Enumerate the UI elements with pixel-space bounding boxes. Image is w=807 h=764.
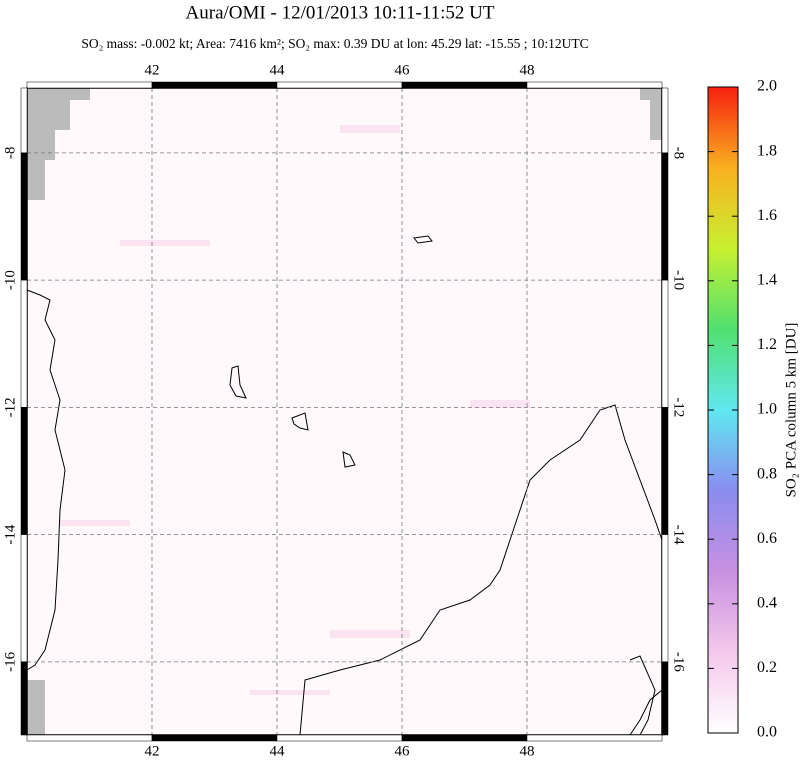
frame-bar <box>151 81 278 89</box>
frame-bar <box>20 152 28 281</box>
island <box>291 412 309 431</box>
y-tick-label: -14 <box>671 525 687 545</box>
frame-bar <box>526 81 663 89</box>
frame-bar <box>401 81 528 89</box>
colorbar-tick-label: 0.4 <box>757 594 777 611</box>
y-tick-label: -8 <box>2 147 18 160</box>
x-tick-label: 46 <box>395 743 411 759</box>
frame-bar <box>661 407 669 535</box>
y-tick-label: -10 <box>671 270 687 290</box>
frame-bar <box>661 87 669 154</box>
y-tick-label: -8 <box>671 147 687 160</box>
frame-bar <box>661 661 669 736</box>
island <box>629 655 656 736</box>
frame-bar <box>661 534 669 663</box>
x-tick-label: 46 <box>395 62 411 78</box>
colorbar-tick-label: 0.0 <box>757 724 777 741</box>
y-tick-label: -16 <box>2 651 18 671</box>
colorbar-tick-label: 1.0 <box>757 401 777 418</box>
grid <box>27 88 662 735</box>
y-tick-label: -16 <box>671 652 687 672</box>
map-background <box>27 88 662 735</box>
x-tick-label: 42 <box>145 743 160 759</box>
chart-title: Aura/OMI - 12/01/2013 10:11-11:52 UT <box>186 2 495 23</box>
colorbar-tick-label: 0.2 <box>757 659 777 676</box>
x-tick-label: 48 <box>520 743 535 759</box>
x-tick-label: 44 <box>270 743 286 759</box>
frame-bar <box>26 734 153 742</box>
colorbar-tick-label: 1.4 <box>757 271 777 288</box>
coastline <box>299 404 663 736</box>
frame-bar <box>20 534 28 663</box>
map-area <box>26 88 663 736</box>
frame-bar <box>20 407 28 535</box>
island <box>229 365 247 399</box>
x-tick-label: 42 <box>145 62 160 78</box>
colorbar-tick-label: 2.0 <box>757 78 777 95</box>
y-tick-label: -12 <box>2 397 18 417</box>
colorbar-tick-label: 1.6 <box>757 207 777 224</box>
chart-subtitle: SO₂ mass: -0.002 kt; Area: 7416 km²; SO₂… <box>81 36 588 51</box>
y-tick-label: -12 <box>671 397 687 417</box>
colorbar-tick-label: 1.8 <box>757 142 777 159</box>
coastline <box>26 289 66 671</box>
no-data-region <box>640 88 662 140</box>
frame-bar <box>661 152 669 281</box>
background-noise <box>60 125 530 695</box>
y-tick-label: -10 <box>2 270 18 290</box>
colorbar-tick-label: 0.6 <box>757 530 777 547</box>
no-data-region <box>27 88 90 200</box>
colorbar-tick-label: 0.8 <box>757 465 777 482</box>
frame-bar <box>401 734 528 742</box>
island <box>413 235 433 244</box>
frame-bar <box>26 81 153 89</box>
x-tick-label: 48 <box>520 62 535 78</box>
frame-bar <box>526 734 663 742</box>
frame-bar <box>20 87 28 154</box>
no-data-region <box>27 680 45 735</box>
frame-bar <box>276 734 403 742</box>
frame-bar <box>276 81 403 89</box>
frame-bar <box>20 661 28 736</box>
frame-bar <box>151 734 278 742</box>
colorbar-tick-label: 1.2 <box>757 336 777 353</box>
frame-bar <box>661 279 669 408</box>
y-tick-label: -14 <box>2 524 18 544</box>
colorbar-label: SO₂ PCA column 5 km [DU] <box>783 323 799 498</box>
x-tick-label: 44 <box>270 62 286 78</box>
frame-bar <box>20 279 28 408</box>
island <box>342 451 356 468</box>
